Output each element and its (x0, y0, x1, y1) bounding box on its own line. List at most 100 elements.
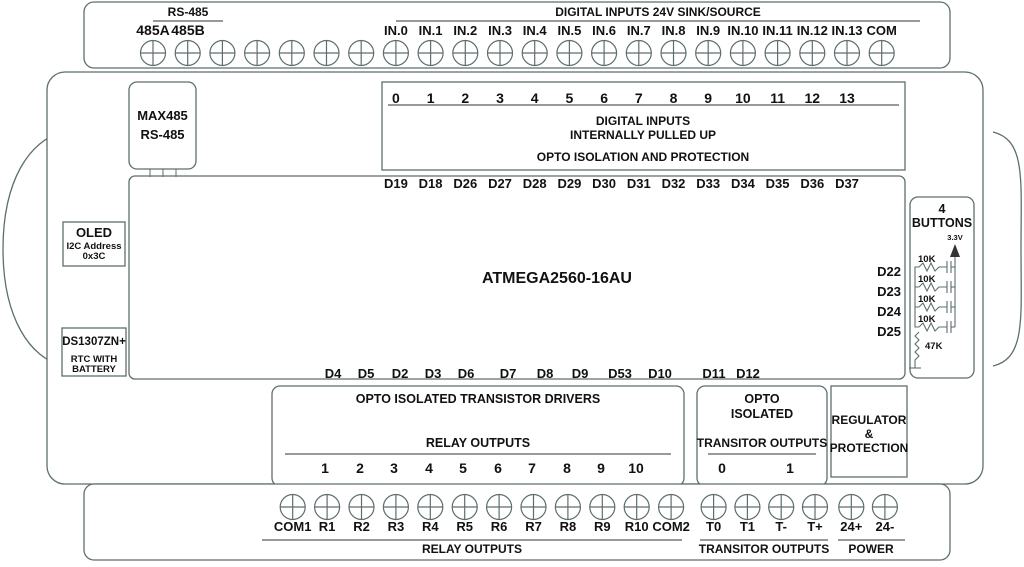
svg-text:RELAY OUTPUTS: RELAY OUTPUTS (426, 436, 530, 450)
svg-text:9: 9 (597, 460, 605, 476)
svg-text:D25: D25 (877, 324, 901, 339)
svg-text:IN.10: IN.10 (727, 23, 758, 38)
svg-text:IN.4: IN.4 (523, 23, 548, 38)
svg-text:6: 6 (600, 90, 608, 106)
svg-text:10K: 10K (918, 274, 936, 285)
svg-text:D30: D30 (592, 176, 616, 191)
svg-text:DIGITAL INPUTS 24V SINK/SOURCE: DIGITAL INPUTS 24V SINK/SOURCE (555, 5, 761, 19)
svg-text:D32: D32 (662, 176, 686, 191)
svg-text:D5: D5 (358, 366, 375, 381)
svg-text:D31: D31 (627, 176, 651, 191)
svg-text:1: 1 (427, 90, 435, 106)
svg-text:RS-485: RS-485 (140, 127, 184, 142)
svg-text:8: 8 (563, 460, 571, 476)
svg-text:IN.5: IN.5 (557, 23, 581, 38)
svg-text:D6: D6 (458, 366, 475, 381)
svg-text:COM: COM (867, 23, 897, 38)
svg-text:3.3V: 3.3V (947, 233, 962, 242)
svg-text:TRANSITOR OUTPUTS: TRANSITOR OUTPUTS (697, 436, 827, 450)
svg-text:D29: D29 (557, 176, 581, 191)
svg-text:24-: 24- (876, 519, 895, 534)
svg-text:3: 3 (496, 90, 504, 106)
svg-text:485B: 485B (171, 22, 204, 38)
svg-text:5: 5 (459, 460, 467, 476)
svg-text:R5: R5 (456, 519, 473, 534)
svg-text:IN.13: IN.13 (831, 23, 862, 38)
svg-text:D23: D23 (877, 284, 901, 299)
svg-text:D33: D33 (696, 176, 720, 191)
svg-text:MAX485: MAX485 (137, 108, 188, 123)
svg-text:T1: T1 (740, 519, 755, 534)
svg-text:R1: R1 (319, 519, 336, 534)
svg-text:47K: 47K (925, 341, 943, 352)
svg-text:REGULATOR: REGULATOR (832, 413, 907, 427)
svg-text:ATMEGA2560-16AU: ATMEGA2560-16AU (482, 270, 632, 287)
svg-text:&: & (865, 427, 874, 441)
svg-text:D36: D36 (800, 176, 824, 191)
svg-text:D37: D37 (835, 176, 859, 191)
svg-text:IN.1: IN.1 (419, 23, 443, 38)
svg-text:2: 2 (356, 460, 364, 476)
svg-text:7: 7 (528, 460, 536, 476)
svg-text:IN.7: IN.7 (627, 23, 651, 38)
svg-text:2: 2 (461, 90, 469, 106)
svg-text:11: 11 (770, 90, 785, 106)
svg-text:R6: R6 (491, 519, 508, 534)
svg-text:12: 12 (805, 90, 821, 106)
svg-text:1: 1 (321, 460, 329, 476)
svg-text:INTERNALLY PULLED UP: INTERNALLY PULLED UP (570, 128, 716, 142)
svg-text:IN.0: IN.0 (384, 23, 408, 38)
svg-text:COM2: COM2 (652, 519, 690, 534)
svg-text:RS-485: RS-485 (168, 5, 209, 19)
svg-text:RELAY OUTPUTS: RELAY OUTPUTS (422, 542, 522, 556)
svg-text:D26: D26 (453, 176, 477, 191)
svg-text:1: 1 (786, 460, 794, 476)
svg-text:D34: D34 (731, 176, 756, 191)
svg-text:IN.9: IN.9 (696, 23, 720, 38)
svg-text:R7: R7 (525, 519, 542, 534)
svg-text:24+: 24+ (840, 519, 862, 534)
svg-text:D53: D53 (608, 366, 632, 381)
svg-text:R4: R4 (422, 519, 439, 534)
svg-text:D2: D2 (392, 366, 409, 381)
svg-text:485A: 485A (136, 22, 169, 38)
svg-text:D8: D8 (537, 366, 554, 381)
svg-text:D19: D19 (384, 176, 408, 191)
svg-text:R10: R10 (625, 519, 649, 534)
svg-text:R8: R8 (560, 519, 577, 534)
svg-text:10: 10 (628, 460, 644, 476)
svg-text:13: 13 (839, 90, 855, 106)
svg-text:BUTTONS: BUTTONS (912, 216, 972, 230)
svg-text:6: 6 (494, 460, 502, 476)
svg-text:D11: D11 (702, 366, 725, 381)
svg-text:OPTO: OPTO (744, 392, 779, 406)
svg-text:IN.6: IN.6 (592, 23, 616, 38)
svg-text:D35: D35 (766, 176, 790, 191)
svg-text:T-: T- (775, 519, 787, 534)
svg-text:4: 4 (939, 202, 946, 216)
svg-text:R2: R2 (353, 519, 370, 534)
svg-text:D24: D24 (877, 304, 902, 319)
svg-text:0x3C: 0x3C (83, 251, 106, 262)
svg-text:TRANSITOR OUTPUTS: TRANSITOR OUTPUTS (699, 542, 829, 556)
svg-text:R9: R9 (594, 519, 611, 534)
svg-text:D9: D9 (572, 366, 589, 381)
svg-text:7: 7 (635, 90, 643, 106)
svg-text:10K: 10K (918, 314, 936, 325)
svg-text:T0: T0 (706, 519, 721, 534)
svg-text:ISOLATED: ISOLATED (731, 407, 793, 421)
svg-text:0: 0 (392, 90, 400, 106)
svg-text:R3: R3 (388, 519, 405, 534)
svg-text:D18: D18 (419, 176, 443, 191)
svg-text:4: 4 (425, 460, 433, 476)
svg-text:OLED: OLED (76, 225, 112, 240)
svg-text:10K: 10K (918, 294, 936, 305)
svg-text:POWER: POWER (848, 542, 894, 556)
svg-text:D22: D22 (877, 264, 901, 279)
svg-text:OPTO ISOLATED TRANSISTOR DRIVE: OPTO ISOLATED TRANSISTOR DRIVERS (356, 392, 600, 406)
svg-text:DIGITAL INPUTS: DIGITAL INPUTS (596, 114, 690, 128)
svg-text:10K: 10K (918, 254, 936, 265)
svg-text:DS1307ZN+: DS1307ZN+ (62, 336, 126, 348)
svg-text:D3: D3 (425, 366, 442, 381)
svg-text:D27: D27 (488, 176, 512, 191)
